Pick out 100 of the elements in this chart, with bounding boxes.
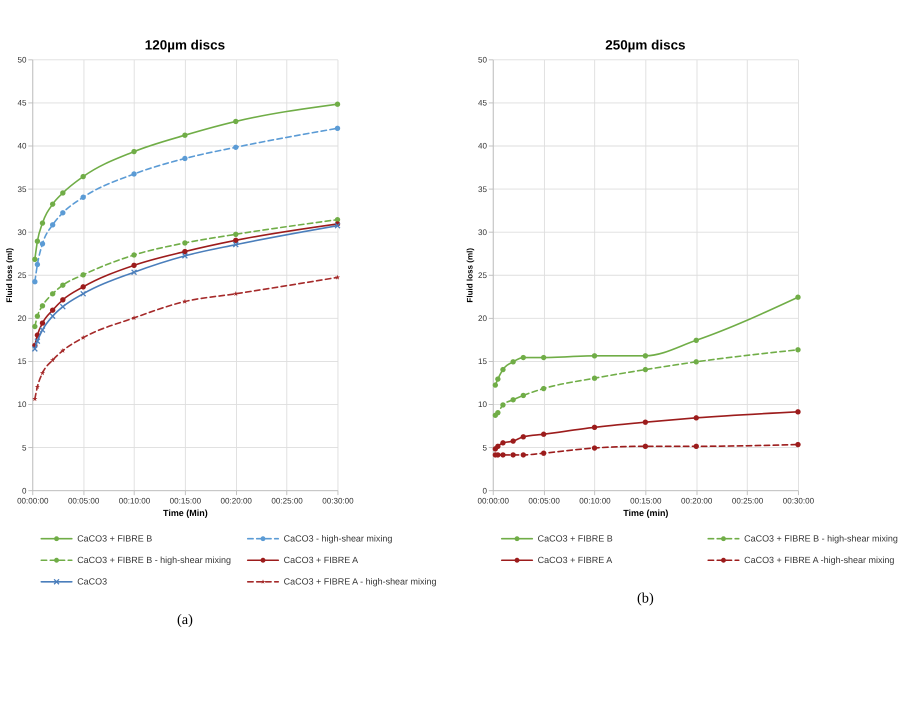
point <box>60 297 66 302</box>
point <box>233 232 238 237</box>
legend-label: CaCO3 + FIBRE A <box>284 554 358 565</box>
point <box>182 240 188 246</box>
y-tick-label: 10 <box>478 400 488 410</box>
x-tick-label: 00:05:00 <box>68 496 100 506</box>
y-tick-label: 10 <box>18 400 27 410</box>
point <box>492 382 498 388</box>
y-tick-label: 40 <box>478 142 488 151</box>
x-tick-label: 00:05:00 <box>528 496 560 506</box>
point <box>233 291 238 296</box>
point <box>510 438 516 444</box>
point <box>60 210 66 216</box>
point <box>80 174 86 180</box>
point <box>32 279 38 284</box>
x-tick-label: 00:00:00 <box>478 496 510 506</box>
point <box>34 238 40 244</box>
point <box>182 252 188 259</box>
y-tick-label: 35 <box>478 184 488 194</box>
point <box>232 242 239 248</box>
point <box>80 272 86 278</box>
chart-title: 120µm discs <box>144 38 226 53</box>
x-tick-label: 00:20:00 <box>220 496 252 506</box>
point <box>34 384 40 390</box>
point <box>540 354 546 360</box>
y-tick-label: 25 <box>478 270 488 280</box>
legend-label: CaCO3 - high-shear mixing <box>284 533 392 544</box>
point <box>795 442 801 448</box>
point <box>334 274 340 280</box>
legend-label: CaCO3 + FIBRE B - high-shear mixing <box>744 533 898 544</box>
y-tick-label: 35 <box>18 184 27 194</box>
point <box>592 376 598 381</box>
point <box>540 450 546 456</box>
point <box>131 171 137 177</box>
y-axis-title: Fluid loss (ml) <box>466 248 475 303</box>
point <box>40 320 46 326</box>
x-tick-label: 00:25:00 <box>271 496 304 506</box>
point <box>642 444 648 449</box>
point <box>642 419 648 425</box>
point <box>520 434 526 440</box>
point <box>131 148 137 154</box>
point <box>795 347 801 352</box>
y-tick-label: 5 <box>22 443 27 452</box>
point <box>520 452 526 458</box>
legend-label: CaCO3 + FIBRE B <box>77 533 152 544</box>
x-tick-label: 00:20:00 <box>681 496 713 506</box>
chart-title: 250µm discs <box>605 38 686 53</box>
x-tick-label: 00:10:00 <box>118 496 151 506</box>
point <box>130 269 138 276</box>
point <box>500 452 506 458</box>
point <box>795 409 801 415</box>
x-tick-label: 00:15:00 <box>630 496 662 506</box>
y-tick-label: 45 <box>18 98 27 108</box>
point <box>32 324 38 330</box>
point <box>334 102 340 107</box>
point <box>510 359 516 365</box>
legend-label: CaCO3 + FIBRE A <box>538 554 612 565</box>
point <box>233 238 238 244</box>
point <box>80 335 86 340</box>
point <box>80 284 86 290</box>
y-tick-label: 15 <box>18 357 27 366</box>
point <box>131 252 137 258</box>
text: (a) <box>176 612 194 628</box>
point <box>510 397 516 402</box>
point <box>60 348 66 353</box>
point <box>32 256 38 262</box>
point <box>34 338 40 344</box>
point <box>334 126 340 132</box>
point <box>40 370 46 376</box>
point <box>50 222 56 228</box>
point <box>34 313 40 319</box>
point <box>592 424 598 430</box>
point <box>694 444 699 449</box>
x-tick-label: 00:25:00 <box>732 496 764 506</box>
point <box>182 248 188 254</box>
point <box>34 262 40 268</box>
x-axis-title: Time (min) <box>623 508 668 518</box>
x-tick-label: 00:30:00 <box>782 496 815 506</box>
point <box>40 220 46 226</box>
point <box>495 376 501 382</box>
point <box>694 415 699 421</box>
y-tick-label: 50 <box>18 56 27 65</box>
point <box>233 118 238 124</box>
text: (b) <box>637 590 654 606</box>
point <box>50 313 56 320</box>
x-axis-title: Time (Min) <box>163 508 208 518</box>
point <box>39 326 46 334</box>
x-tick-label: 00:00:00 <box>17 496 49 506</box>
point <box>182 156 188 162</box>
legend-label: CaCO3 + FIBRE B - high-shear mixing <box>77 554 231 565</box>
point <box>40 241 46 246</box>
point <box>50 357 56 362</box>
point <box>50 291 56 296</box>
point <box>32 346 38 352</box>
point <box>592 445 598 451</box>
point <box>495 410 501 416</box>
point <box>500 402 506 408</box>
y-axis-title: Fluid loss (ml) <box>5 248 14 303</box>
y-tick-label: 15 <box>478 357 488 366</box>
y-tick-label: 25 <box>18 270 27 280</box>
